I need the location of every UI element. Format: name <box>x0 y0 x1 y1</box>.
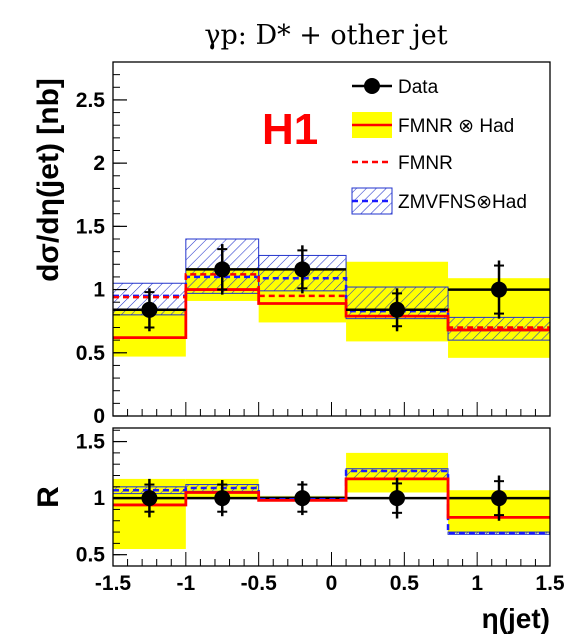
x-tick-label-4: 0.5 <box>390 572 420 595</box>
legend-entry-fmnr: FMNR <box>352 153 453 174</box>
x-tick-label-2: -0.5 <box>241 572 278 595</box>
x-tick-label-6: 1.5 <box>535 572 565 595</box>
data-point-2 <box>294 261 311 278</box>
y-tick-label-3: 1.5 <box>76 215 106 238</box>
legend-label-data: Data <box>398 77 439 98</box>
x-tick-label-0: -1.5 <box>95 572 132 595</box>
y-tick-label-1: 1 <box>93 487 105 510</box>
data-point-3 <box>389 490 406 507</box>
bottom-panel-frame <box>112 427 551 567</box>
data-point-1 <box>214 490 231 507</box>
top-y-axis-label: dσ/dη(jet) [nb] <box>32 78 65 282</box>
legend-entry-fmnr-had: FMNR ⊗ Had <box>352 112 514 138</box>
y-tick-label-4: 2 <box>93 152 105 175</box>
legend: Data FMNR ⊗ Had FMNR ZMVFNS⊗Had <box>351 77 527 215</box>
legend-label-fmnr: FMNR <box>398 153 453 174</box>
top-panel: 0 0.5 1 1.5 2 2.5 <box>76 61 551 428</box>
x-tick-label-1: -1 <box>176 572 195 595</box>
x-tick-label-5: 1 <box>471 572 483 595</box>
y-tick-label-5: 2.5 <box>76 89 106 112</box>
y-tick-label-2: 1.5 <box>76 431 106 454</box>
legend-entry-data: Data <box>352 77 439 98</box>
data-point-4 <box>491 281 508 298</box>
bottom-panel: 0.5 1 1.5 -1.5 -1 -0.5 0 0.5 1 1.5 <box>76 429 565 595</box>
y-tick-label-1: 0.5 <box>76 342 106 365</box>
experiment-label: H1 <box>262 105 318 154</box>
x-axis-label: η(jet) <box>482 603 550 634</box>
y-tick-label-2: 1 <box>93 279 105 302</box>
legend-label-zmvfns: ZMVFNS⊗Had <box>398 192 527 213</box>
legend-label-fmnr-had: FMNR ⊗ Had <box>398 116 514 137</box>
legend-entry-zmvfns: ZMVFNS⊗Had <box>351 187 527 215</box>
data-point-4 <box>491 490 508 507</box>
y-tick-label-0: 0.5 <box>76 544 106 567</box>
top-panel-frame <box>112 61 551 417</box>
x-tick-label-3: 0 <box>326 572 338 595</box>
data-point-0 <box>141 490 158 507</box>
chart-title: γp: D* + other jet <box>204 20 447 51</box>
y-tick-label-0: 0 <box>93 405 105 428</box>
data-point-2 <box>294 490 311 507</box>
data-point-1 <box>214 261 231 278</box>
fmnr-had-line <box>113 288 550 340</box>
data-point-3 <box>389 301 406 318</box>
data-point-0 <box>141 301 158 318</box>
bottom-y-axis-label: R <box>32 486 65 508</box>
